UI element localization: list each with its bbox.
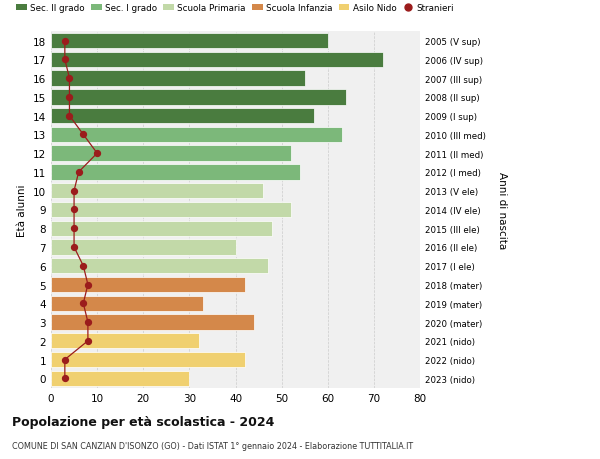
Bar	[51, 165, 300, 180]
Point	[60, 356, 70, 364]
Point	[79, 131, 88, 139]
Point	[60, 38, 70, 45]
Point	[60, 56, 70, 64]
Point	[65, 113, 74, 120]
Point	[74, 169, 83, 176]
Bar	[51, 34, 328, 49]
Bar	[51, 371, 190, 386]
Bar	[51, 90, 346, 105]
Bar	[51, 333, 199, 349]
Bar	[51, 202, 291, 218]
Legend: Sec. II grado, Sec. I grado, Scuola Primaria, Scuola Infanzia, Asilo Nido, Stran: Sec. II grado, Sec. I grado, Scuola Prim…	[16, 5, 454, 13]
Point	[69, 206, 79, 213]
Text: Popolazione per età scolastica - 2024: Popolazione per età scolastica - 2024	[12, 415, 274, 428]
Bar	[51, 184, 263, 199]
Point	[69, 244, 79, 251]
Point	[83, 319, 93, 326]
Bar	[51, 296, 203, 311]
Point	[69, 225, 79, 232]
Point	[60, 375, 70, 382]
Bar	[51, 52, 383, 68]
Bar	[51, 221, 272, 236]
Point	[79, 300, 88, 307]
Bar	[51, 258, 268, 274]
Point	[79, 263, 88, 270]
Point	[92, 150, 102, 157]
Bar	[51, 109, 314, 124]
Bar	[51, 240, 235, 255]
Bar	[51, 71, 305, 87]
Y-axis label: Età alunni: Età alunni	[17, 184, 28, 236]
Point	[65, 94, 74, 101]
Point	[83, 337, 93, 345]
Text: COMUNE DI SAN CANZIAN D'ISONZO (GO) - Dati ISTAT 1° gennaio 2024 - Elaborazione : COMUNE DI SAN CANZIAN D'ISONZO (GO) - Da…	[12, 441, 413, 450]
Bar	[51, 277, 245, 292]
Point	[69, 188, 79, 195]
Bar	[51, 315, 254, 330]
Bar	[51, 352, 245, 368]
Point	[65, 75, 74, 83]
Bar	[51, 146, 291, 162]
Point	[83, 281, 93, 289]
Y-axis label: Anni di nascita: Anni di nascita	[497, 172, 507, 248]
Bar	[51, 128, 341, 143]
